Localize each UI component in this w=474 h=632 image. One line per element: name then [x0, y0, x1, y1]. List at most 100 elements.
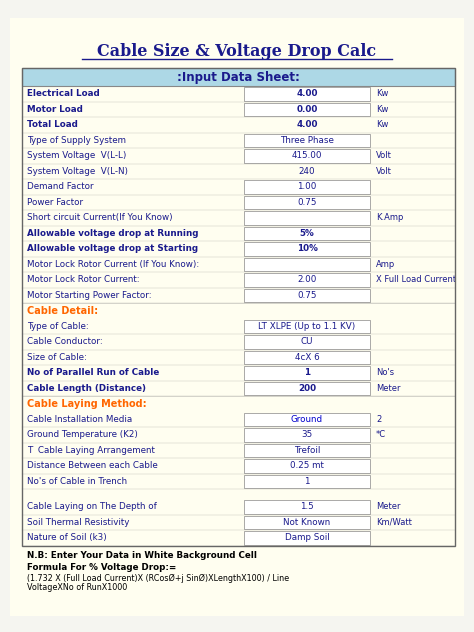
Bar: [244, 226, 370, 240]
Text: Electrical Load: Electrical Load: [27, 89, 100, 98]
Bar: [22, 334, 455, 349]
Text: Size of Cable:: Size of Cable:: [27, 353, 87, 362]
Bar: [244, 195, 370, 209]
Bar: [244, 133, 370, 147]
Text: Cable Size & Voltage Drop Calc: Cable Size & Voltage Drop Calc: [98, 44, 376, 61]
Text: 1.00: 1.00: [297, 182, 317, 191]
Text: Ground Temperature (K2): Ground Temperature (K2): [27, 430, 138, 439]
Text: 0.75: 0.75: [297, 291, 317, 300]
Text: CU: CU: [301, 337, 313, 346]
Text: System Voltage  V(L-L): System Voltage V(L-L): [27, 151, 127, 161]
Bar: [22, 241, 455, 257]
Text: X Full Load Current: X Full Load Current: [376, 276, 456, 284]
Bar: [244, 149, 370, 162]
Text: T  Cable Laying Arrangement: T Cable Laying Arrangement: [27, 446, 155, 455]
Text: Not Known: Not Known: [283, 518, 331, 526]
Text: 200: 200: [298, 384, 316, 392]
Bar: [244, 428, 370, 442]
Text: Nature of Soil (k3): Nature of Soil (k3): [27, 533, 107, 542]
Bar: [244, 366, 370, 379]
Bar: [244, 475, 370, 488]
Text: Motor Starting Power Factor:: Motor Starting Power Factor:: [27, 291, 152, 300]
Bar: [244, 459, 370, 473]
Text: Cable Detail:: Cable Detail:: [27, 306, 98, 316]
Text: Kw: Kw: [376, 120, 388, 130]
Text: 415.00: 415.00: [292, 151, 322, 161]
Bar: [22, 133, 455, 148]
Text: Type of Cable:: Type of Cable:: [27, 322, 89, 331]
Bar: [244, 516, 370, 529]
Text: Motor Lock Rotor Current (If You Know):: Motor Lock Rotor Current (If You Know):: [27, 260, 199, 269]
Text: Kw: Kw: [376, 105, 388, 114]
Text: Ground: Ground: [291, 415, 323, 423]
Text: 1: 1: [304, 368, 310, 377]
Bar: [22, 272, 455, 288]
Text: Volt: Volt: [376, 167, 392, 176]
Text: Three Phase: Three Phase: [280, 136, 334, 145]
Bar: [244, 335, 370, 348]
Bar: [22, 164, 455, 179]
Bar: [244, 382, 370, 395]
Text: 4cX 6: 4cX 6: [295, 353, 319, 362]
Bar: [244, 320, 370, 333]
Text: K.Amp: K.Amp: [376, 213, 403, 222]
Text: Motor Lock Rotor Current:: Motor Lock Rotor Current:: [27, 276, 140, 284]
Text: Formula For % Voltage Drop:=: Formula For % Voltage Drop:=: [27, 562, 176, 571]
Bar: [22, 148, 455, 164]
Text: 1.5: 1.5: [300, 502, 314, 511]
Bar: [22, 514, 455, 530]
Text: VoltageXNo of RunX1000: VoltageXNo of RunX1000: [27, 583, 127, 592]
Bar: [22, 365, 455, 380]
Bar: [244, 211, 370, 224]
Text: Total Load: Total Load: [27, 120, 78, 130]
Text: 1: 1: [304, 477, 310, 486]
Text: No of Parallel Run of Cable: No of Parallel Run of Cable: [27, 368, 159, 377]
Bar: [22, 442, 455, 458]
Text: 0.00: 0.00: [296, 105, 318, 114]
Bar: [22, 380, 455, 396]
Bar: [22, 349, 455, 365]
Text: Cable Conductor:: Cable Conductor:: [27, 337, 103, 346]
Text: Type of Supply System: Type of Supply System: [27, 136, 126, 145]
Bar: [22, 210, 455, 226]
Text: Motor Load: Motor Load: [27, 105, 83, 114]
Text: Power Factor: Power Factor: [27, 198, 83, 207]
Text: Distance Between each Cable: Distance Between each Cable: [27, 461, 158, 470]
Bar: [244, 500, 370, 513]
Bar: [244, 180, 370, 193]
Text: 35: 35: [301, 430, 313, 439]
Bar: [22, 68, 455, 86]
Bar: [244, 531, 370, 545]
Text: Cable Installation Media: Cable Installation Media: [27, 415, 132, 423]
Text: Short circuit Current(If You Know): Short circuit Current(If You Know): [27, 213, 173, 222]
Bar: [22, 226, 455, 241]
Text: N.B: Enter Your Data in White Background Cell: N.B: Enter Your Data in White Background…: [27, 552, 257, 561]
Bar: [244, 87, 370, 100]
Bar: [22, 179, 455, 195]
Text: No's: No's: [376, 368, 394, 377]
Text: 4.00: 4.00: [296, 89, 318, 98]
Bar: [22, 257, 455, 272]
Text: 2.00: 2.00: [297, 276, 317, 284]
Bar: [22, 195, 455, 210]
Text: 0.25 mt: 0.25 mt: [290, 461, 324, 470]
Bar: [22, 117, 455, 133]
Text: Amp: Amp: [376, 260, 395, 269]
Bar: [22, 499, 455, 514]
Bar: [244, 273, 370, 286]
Bar: [22, 458, 455, 473]
Bar: [22, 288, 455, 303]
Text: Cable Length (Distance): Cable Length (Distance): [27, 384, 146, 392]
Bar: [22, 411, 455, 427]
Text: 5%: 5%: [300, 229, 314, 238]
Text: Allowable voltage drop at Starting: Allowable voltage drop at Starting: [27, 244, 198, 253]
Bar: [22, 530, 455, 545]
Bar: [244, 257, 370, 271]
Text: Km/Watt: Km/Watt: [376, 518, 412, 526]
Bar: [244, 444, 370, 457]
Text: 0.75: 0.75: [297, 198, 317, 207]
Text: Cable Laying on The Depth of: Cable Laying on The Depth of: [27, 502, 157, 511]
Text: (1.732 X (Full Load Current)X (RCosØ+j SinØ)XLengthX100) / Line: (1.732 X (Full Load Current)X (RCosØ+j S…: [27, 573, 289, 583]
Text: No's of Cable in Trench: No's of Cable in Trench: [27, 477, 127, 486]
Text: Demand Factor: Demand Factor: [27, 182, 94, 191]
